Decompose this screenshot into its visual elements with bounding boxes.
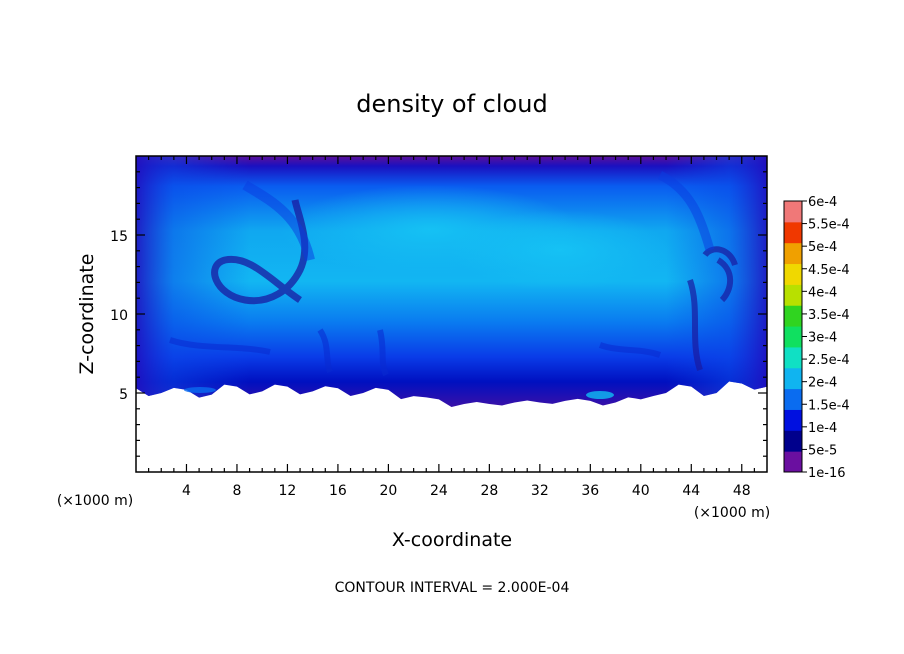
colorbar-label: 5.5e-4 (808, 218, 850, 233)
chart-title: density of cloud (356, 90, 547, 118)
cloud-density-field (136, 156, 767, 408)
colorbar-label: 3.5e-4 (808, 308, 850, 323)
x-tick-label: 8 (232, 483, 241, 499)
colorbar-swatch (784, 367, 802, 390)
x-tick-label: 4 (182, 483, 191, 499)
colorbar-swatch (784, 346, 802, 369)
colorbar-label: 4e-4 (808, 285, 837, 300)
colorbar-label: 4.5e-4 (808, 263, 850, 278)
contour-interval-note: CONTOUR INTERVAL = 2.000E-04 (335, 580, 570, 596)
x-tick-label: 44 (682, 483, 700, 499)
x-tick-label: 32 (531, 483, 549, 499)
y-tick-label: 10 (110, 308, 128, 324)
colorbar-label: 3e-4 (808, 331, 837, 346)
colorbar-swatch (784, 242, 802, 265)
colorbar-label: 1.5e-4 (808, 398, 850, 413)
eddy-right-upper (657, 170, 715, 252)
colorbar-swatch (784, 326, 802, 348)
x-tick-labels: 4 8 12 16 20 24 28 32 36 40 44 48 (182, 483, 751, 499)
colorbar-swatch (784, 221, 802, 244)
x-tick-label: 36 (581, 483, 599, 499)
y-unit-label: (×1000 m) (57, 493, 133, 509)
x-tick-label: 40 (632, 483, 650, 499)
y-tick-label: 15 (110, 229, 128, 245)
x-tick-label: 48 (733, 483, 751, 499)
x-tick-label: 28 (480, 483, 498, 499)
x-axis-label: X-coordinate (392, 529, 512, 551)
x-tick-label: 20 (379, 483, 397, 499)
x-unit-label: (×1000 m) (694, 505, 770, 521)
colorbar-label: 5e-5 (808, 443, 837, 458)
low-level-streaks (169, 328, 661, 377)
colorbar-label: 2e-4 (808, 376, 837, 391)
y-axis-label: Z-coordinate (76, 254, 98, 375)
colorbar: 1e-16 5e-5 1e-4 1.5e-4 2e-4 2.5e-4 3e-4 3.5e-4 4… (783, 195, 850, 481)
colorbar-swatch (784, 451, 802, 473)
y-tick-label: 5 (119, 387, 128, 403)
colorbar-label: 1e-16 (808, 466, 846, 481)
x-tick-label: 12 (279, 483, 297, 499)
colorbar-swatch (784, 201, 802, 223)
colorbar-label: 6e-4 (808, 195, 837, 210)
colorbar-label: 2.5e-4 (808, 353, 850, 368)
colorbar-swatch (784, 388, 802, 410)
colorbar-swatch (784, 305, 802, 327)
colorbar-swatch (784, 284, 802, 306)
colorbar-label: 1e-4 (808, 421, 837, 436)
axis-ticks (136, 156, 767, 472)
colorbar-swatch (784, 263, 802, 285)
cloud-core-right (450, 210, 670, 290)
colorbar-label: 5e-4 (808, 240, 837, 255)
eddy-left-upper (242, 180, 315, 262)
base-cell-36 (586, 391, 614, 399)
base-cell-6 (184, 387, 216, 393)
colorbar-swatch (784, 430, 802, 452)
y-tick-labels: 5 10 15 (110, 229, 128, 403)
x-tick-label: 16 (329, 483, 347, 499)
colorbar-swatch (784, 409, 802, 431)
eddy-right (687, 246, 738, 371)
x-tick-label: 24 (430, 483, 448, 499)
